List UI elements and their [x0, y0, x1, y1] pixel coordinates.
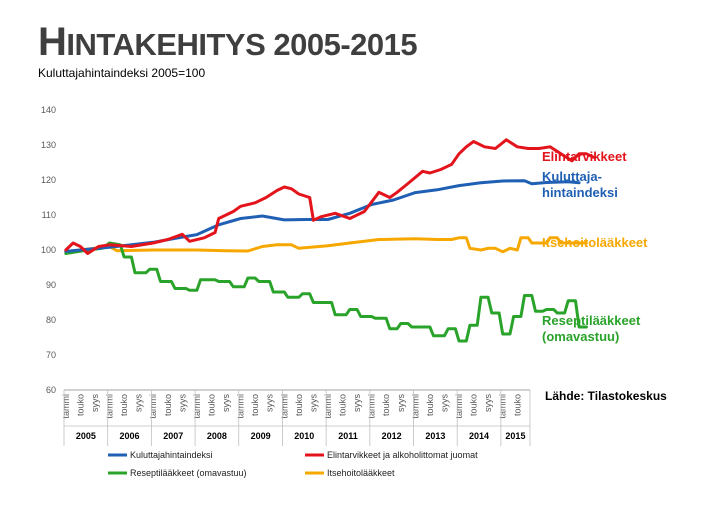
year-label: 2015	[505, 431, 525, 441]
year-label: 2012	[382, 431, 402, 441]
chart-series	[64, 138, 596, 343]
x-tick-label: syys	[90, 394, 100, 413]
x-tick-label: touko	[206, 394, 216, 416]
y-tick-label: 90	[46, 280, 56, 290]
y-tick-label: 70	[46, 350, 56, 360]
legend-label-2: Elintarvikkeet ja alkoholittomat juomat	[327, 450, 478, 460]
x-tick-label: touko	[381, 394, 391, 416]
y-tick-label: 130	[41, 140, 56, 150]
series-annotation-1: Kuluttaja-	[542, 169, 602, 184]
x-tick-label: tammi	[367, 394, 377, 419]
x-tick-label: syys	[439, 394, 449, 413]
y-tick-label: 100	[41, 245, 56, 255]
x-tick-label: tammi	[454, 394, 464, 419]
y-tick-label: 80	[46, 315, 56, 325]
year-label: 2014	[469, 431, 489, 441]
y-tick-label: 140	[41, 105, 56, 115]
x-tick-label: tammi	[105, 394, 115, 419]
x-tick-label: tammi	[192, 394, 202, 419]
x-tick-label: tammi	[148, 394, 158, 419]
year-label: 2011	[338, 431, 358, 441]
x-tick-label: touko	[425, 394, 435, 416]
x-tick-label: syys	[265, 394, 275, 413]
x-tick-label: syys	[396, 394, 406, 413]
series-annotation-4: Itsehoitolääkkeet	[542, 235, 648, 250]
title-rest: INTAKEHITYS 2005-2015	[66, 27, 418, 62]
legend-label-3: Reseptilääkkeet (omavastuu)	[130, 468, 247, 478]
x-tick-label: touko	[75, 394, 85, 416]
series-annotation-3: (omavastuu)	[542, 329, 619, 344]
series-annotation-1: hintaindeksi	[542, 185, 618, 200]
year-label: 2010	[294, 431, 314, 441]
year-label: 2013	[425, 431, 445, 441]
year-label: 2008	[207, 431, 227, 441]
x-tick-label: touko	[250, 394, 260, 416]
year-label: 2006	[120, 431, 140, 441]
title-initial: H	[38, 20, 67, 64]
x-tick-label: tammi	[236, 394, 246, 419]
x-tick-label: touko	[338, 394, 348, 416]
series-line-2	[64, 138, 596, 255]
x-tick-label: tammi	[410, 394, 420, 419]
y-tick-label: 120	[41, 175, 56, 185]
series-line-3	[64, 241, 588, 343]
legend-label-4: Itsehoitolääkkeet	[327, 468, 395, 478]
series-line-4	[64, 236, 588, 254]
series-annotation-2: Elintarvikkeet	[542, 149, 627, 164]
x-tick-label: syys	[134, 394, 144, 413]
series-annotation-3: Reseptilääkkeet	[542, 313, 641, 328]
source-note: Lähde: Tilastokeskus	[545, 389, 667, 403]
x-tick-label: syys	[483, 394, 493, 413]
x-tick-label: touko	[294, 394, 304, 416]
x-tick-label: touko	[119, 394, 129, 416]
y-tick-label: 60	[46, 385, 56, 395]
x-tick-label: syys	[177, 394, 187, 413]
x-tick-label: tammi	[61, 394, 71, 419]
page-title: HINTAKEHITYS 2005-2015	[38, 20, 418, 64]
y-tick-label: 110	[42, 210, 56, 220]
x-tick-label: syys	[352, 394, 362, 413]
year-label: 2009	[251, 431, 271, 441]
x-tick-label: syys	[221, 394, 231, 413]
chart-subtitle: Kuluttajahintaindeksi 2005=100	[38, 66, 206, 80]
x-tick-label: tammi	[279, 394, 289, 419]
series-annotations: Kuluttaja-hintaindeksi Elintarvikkeet Rese…	[542, 149, 648, 344]
x-tick-label: touko	[512, 394, 522, 416]
year-label: 2005	[76, 431, 96, 441]
legend-label-1: Kuluttajahintaindeksi	[130, 450, 213, 460]
x-tick-label: touko	[469, 394, 479, 416]
year-label: 2007	[163, 431, 183, 441]
x-tick-label: tammi	[498, 394, 508, 419]
chart-legend: Kuluttajahintaindeksi Elintarvikkeet ja a…	[108, 450, 478, 478]
x-tick-label: touko	[163, 394, 173, 416]
x-tick-label: tammi	[323, 394, 333, 419]
x-tick-label: syys	[308, 394, 318, 413]
